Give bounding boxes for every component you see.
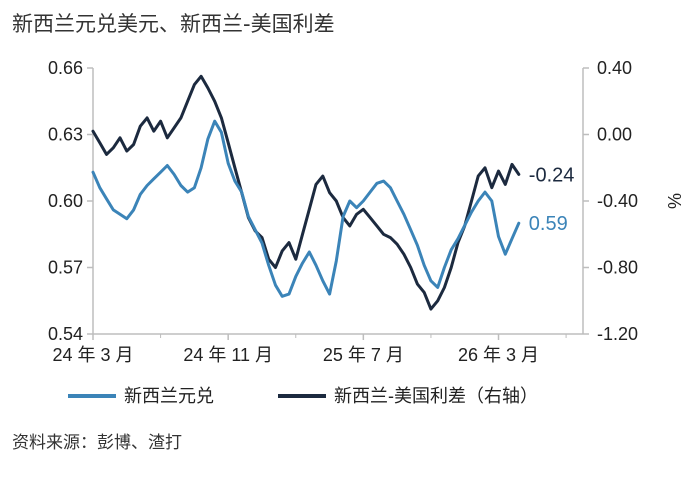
series-layer [91, 74, 521, 311]
left-tick-label: 0.57 [48, 258, 83, 278]
x-tick-label: 24 年 11 月 [183, 345, 273, 365]
legend-label-nzd: 新西兰元兑 [124, 386, 214, 406]
right-tick-label: -1.20 [597, 324, 638, 344]
chart-title: 新西兰元兑美元、新西兰-美国利差 [12, 12, 335, 36]
left-tick-label: 0.66 [48, 58, 83, 78]
axes-layer: 0.66 0.63 0.60 0.57 0.54 0.40 0.00 -0.40 -0.80 -1… [48, 58, 684, 365]
right-tick-label: -0.80 [597, 258, 638, 278]
spread-end-label: -0.24 [529, 164, 575, 186]
nzd-usd-line [91, 119, 521, 298]
nzd-end-label: 0.59 [529, 213, 568, 235]
chart-svg: 0.66 0.63 0.60 0.57 0.54 0.40 0.00 -0.40 -0.80 -1… [48, 58, 684, 406]
left-tick-label: 0.60 [48, 191, 83, 211]
legend-label-spread: 新西兰-美国利差（右轴） [334, 386, 538, 406]
x-tick-label: 26 年 3 月 [458, 345, 539, 365]
legend: 新西兰元兑 新西兰-美国利差（右轴） [68, 386, 538, 406]
right-tick-label: 0.00 [597, 125, 632, 145]
labels-layer: -0.24 0.59 [529, 164, 575, 235]
right-axis-label: % [664, 193, 684, 209]
left-tick-label: 0.63 [48, 125, 83, 145]
source-note: 资料来源：彭博、渣打 [12, 433, 182, 453]
x-tick-label: 25 年 7 月 [323, 345, 404, 365]
right-tick-label: 0.40 [597, 58, 632, 78]
right-tick-label: -0.40 [597, 191, 638, 211]
nz-us-spread-line [91, 74, 521, 311]
x-tick-label: 24 年 3 月 [52, 345, 133, 365]
left-tick-label: 0.54 [48, 324, 83, 344]
